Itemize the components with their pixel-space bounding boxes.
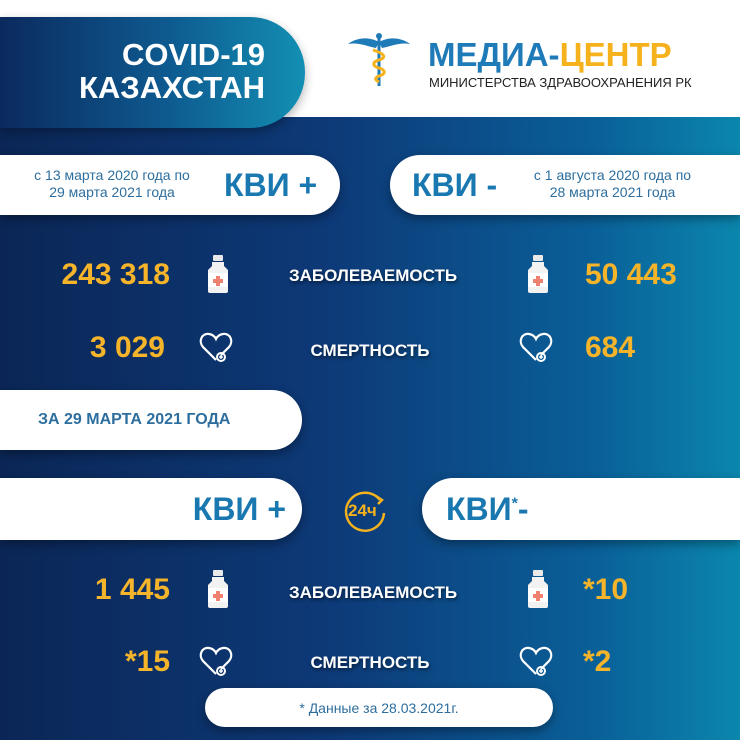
period-line1: с 13 марта 2020 года по: [34, 167, 190, 183]
date-label: ЗА 29 МАРТА 2021 ГОДА: [38, 411, 231, 428]
kvi-positive-daily-label: КВИ +: [192, 491, 286, 527]
kvi-asterisk: *: [511, 495, 518, 513]
medicine-bottle-icon: [527, 255, 549, 298]
daily-negative-pill: КВИ*-: [422, 478, 740, 540]
heart-plus-icon: [519, 644, 553, 683]
date-pill: ЗА 29 МАРТА 2021 ГОДА: [0, 390, 302, 450]
deaths-label: СМЕРТНОСТЬ: [310, 341, 430, 360]
deaths-label-daily: СМЕРТНОСТЬ: [310, 653, 430, 672]
brand-subtitle: МИНИСТЕРСТВА ЗДРАВООХРАНЕНИЯ РК: [429, 75, 692, 90]
cumulative-positive-cases: 243 318: [61, 258, 170, 291]
daily-negative-cases: *10: [583, 573, 629, 606]
daily-positive-deaths: *15: [124, 645, 170, 678]
kvi-sign: -: [517, 491, 529, 527]
cumulative-negative-deaths: 684: [585, 331, 636, 364]
cases-label: ЗАБОЛЕВАЕМОСТЬ: [288, 266, 458, 285]
cumulative-positive-deaths: 3 029: [89, 331, 165, 364]
daily-positive-pill: КВИ +: [0, 478, 302, 540]
footnote-pill: * Данные за 28.03.2021г.: [205, 688, 553, 727]
period-line1: с 1 августа 2020 года по: [533, 167, 692, 183]
cumulative-negative-cases: 50 443: [585, 258, 677, 291]
footnote: * Данные за 28.03.2021г.: [299, 700, 459, 716]
heart-plus-icon: [199, 644, 233, 683]
brand-name: МЕДИА-ЦЕНТР: [428, 36, 672, 74]
medicine-bottle-icon: [527, 570, 549, 613]
daily-negative-deaths: *2: [583, 645, 612, 678]
daily-positive-cases: 1 445: [94, 573, 170, 606]
caduceus-icon: [348, 33, 410, 86]
kvi-text: КВИ: [446, 491, 512, 527]
medicine-bottle-icon: [207, 570, 229, 613]
heart-plus-icon: [199, 330, 233, 369]
medicine-bottle-icon: [207, 255, 229, 298]
kvi-negative-label: КВИ -: [412, 167, 498, 203]
title-line1: COVID-19: [122, 37, 265, 72]
period-line2: 29 марта 2021 года: [49, 184, 175, 200]
heart-plus-icon: [519, 330, 553, 369]
clock-label: 24ч: [348, 501, 377, 520]
period-line2: 28 марта 2021 года: [549, 184, 676, 200]
cases-label-daily: ЗАБОЛЕВАЕМОСТЬ: [288, 583, 458, 602]
kvi-positive-label: КВИ +: [224, 167, 318, 203]
title-pill: COVID-19 КАЗАХСТАН: [0, 17, 305, 128]
kvi-negative-daily-label: КВИ*-: [446, 491, 529, 528]
cumulative-positive-pill: с 13 марта 2020 года по 29 марта 2021 год…: [0, 155, 340, 215]
brand-part2: ЦЕНТР: [559, 36, 672, 73]
brand-part1: МЕДИА-: [428, 36, 560, 73]
cumulative-negative-pill: КВИ - с 1 августа 2020 года по 28 марта 2…: [390, 155, 740, 215]
title-line2: КАЗАХСТАН: [79, 70, 265, 105]
24h-clock-icon: 24ч: [342, 488, 388, 534]
